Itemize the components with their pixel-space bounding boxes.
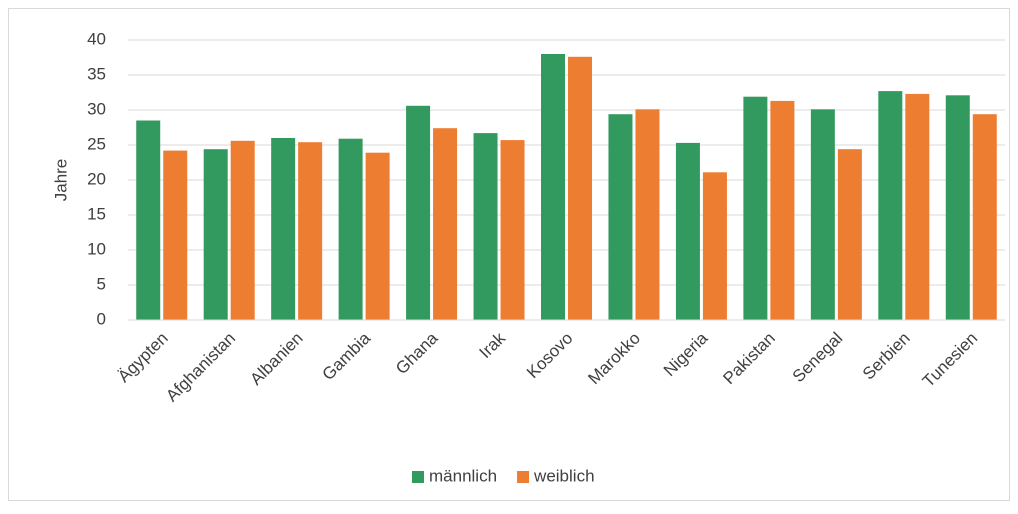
bar (945, 95, 970, 320)
bar (136, 120, 161, 320)
y-tick-label: 20 (87, 169, 106, 188)
bar (541, 54, 565, 320)
bar (972, 114, 997, 320)
bar (837, 149, 862, 320)
y-axis-label: Jahre (51, 159, 70, 202)
bar (338, 138, 363, 320)
y-tick-label: 40 (87, 29, 106, 48)
bar (298, 142, 323, 320)
bar (568, 56, 592, 321)
y-tick-label: 25 (87, 134, 106, 153)
bar (365, 152, 390, 320)
bar (770, 100, 795, 321)
bar (905, 93, 930, 321)
bar (473, 133, 498, 320)
bar (271, 138, 296, 320)
y-tick-label: 30 (87, 99, 106, 118)
bar (702, 172, 727, 320)
bar (230, 140, 255, 320)
y-tick-label: 10 (87, 239, 106, 258)
bar (500, 140, 525, 320)
bar (203, 149, 228, 320)
y-tick-label: 35 (87, 64, 106, 83)
bar (878, 91, 903, 320)
bar (675, 142, 700, 320)
legend-label: männlich (429, 466, 497, 485)
bar (163, 150, 188, 320)
legend-swatch (412, 471, 424, 483)
legend-swatch (517, 471, 530, 483)
bar (810, 109, 835, 320)
bar (433, 128, 458, 320)
bar (608, 114, 633, 320)
y-tick-label: 15 (87, 204, 106, 223)
bar (743, 96, 768, 320)
y-tick-label: 0 (97, 309, 106, 328)
y-tick-label: 5 (97, 274, 106, 293)
bar (406, 105, 431, 320)
legend-label: weiblich (533, 466, 594, 485)
bar (635, 109, 660, 320)
